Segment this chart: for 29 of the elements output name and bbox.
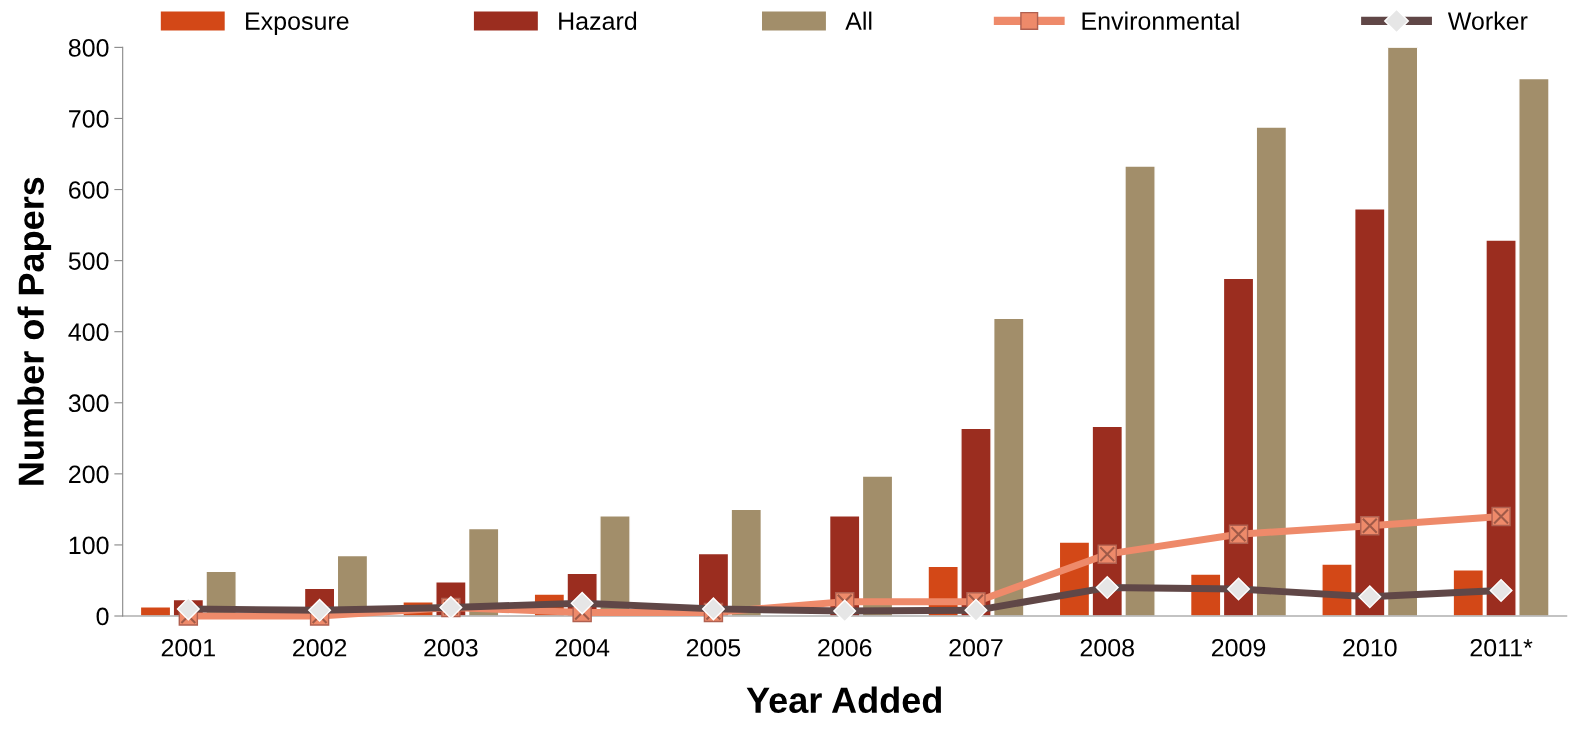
x-tick-label: 2008: [1080, 638, 1134, 657]
y-tick-label: 400: [68, 323, 109, 341]
x-axis-title: Year Added: [746, 686, 941, 714]
bar: [1255, 126, 1288, 616]
y-tick-label: 100: [69, 536, 109, 555]
legend-label: Hazard: [559, 11, 637, 30]
x-tick-label: 2007: [949, 638, 1003, 657]
y-tick-label: 700: [69, 110, 109, 128]
y-axis-title: Number of Papers: [17, 177, 52, 485]
x-tick-label: 2011*: [1470, 638, 1533, 657]
legend-label: All: [845, 11, 872, 30]
y-tick-label: 600: [69, 181, 109, 199]
y-tick-label: 800: [68, 38, 109, 57]
y-tick-label: 300: [68, 394, 109, 413]
y-tick-label: 200: [69, 465, 109, 484]
x-tick-label: 2001: [161, 638, 215, 657]
legend-label: Environmental: [1082, 11, 1239, 30]
x-tick-label: 2002: [293, 638, 347, 657]
x-tick-label: 2004: [555, 638, 610, 657]
x-tick-label: 2005: [686, 638, 741, 657]
x-tick-label: 2010: [1343, 638, 1397, 657]
x-tick-label: 2006: [818, 638, 872, 657]
y-tick-label: 0: [96, 607, 109, 626]
legend-label: Exposure: [246, 12, 349, 35]
x-tick-label: 2009: [1211, 638, 1266, 657]
x-tick-label: 2003: [424, 638, 478, 657]
bar: [1222, 277, 1255, 616]
y-tick-label: 500: [68, 252, 109, 270]
legend-label: Worker: [1447, 11, 1528, 30]
